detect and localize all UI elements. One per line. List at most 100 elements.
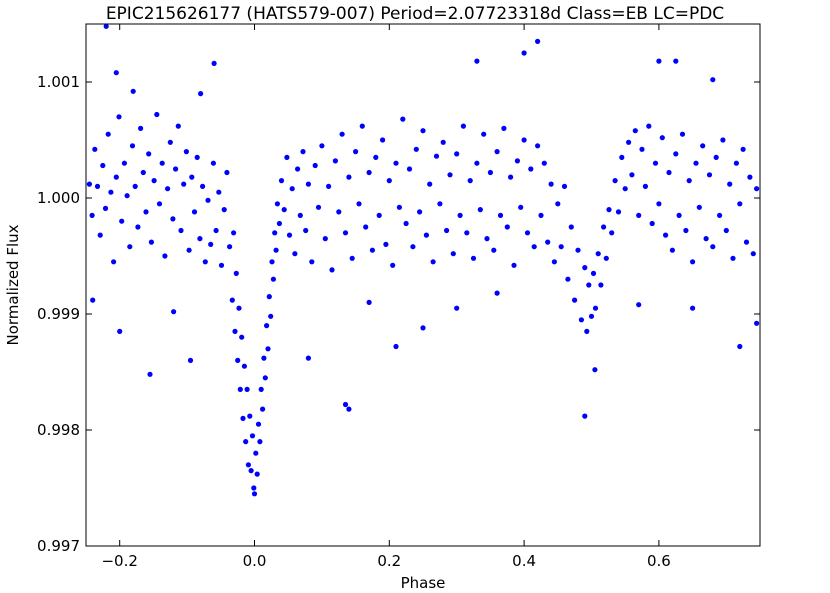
data-point bbox=[183, 149, 189, 155]
data-point bbox=[390, 262, 396, 268]
data-point bbox=[121, 160, 127, 166]
data-point bbox=[590, 270, 597, 276]
data-point bbox=[227, 244, 233, 250]
data-point bbox=[236, 305, 242, 311]
data-point bbox=[383, 241, 389, 247]
data-point bbox=[233, 270, 239, 276]
data-point bbox=[254, 471, 260, 477]
data-point bbox=[481, 131, 487, 137]
data-point bbox=[111, 259, 117, 265]
data-point bbox=[346, 406, 352, 412]
data-point bbox=[309, 259, 315, 265]
data-point bbox=[303, 227, 309, 234]
data-point bbox=[251, 485, 257, 491]
data-point bbox=[171, 309, 177, 315]
y-axis-ticks: 0.997 0.998 0.999 1.000 1.001 bbox=[37, 73, 760, 555]
data-point bbox=[592, 367, 598, 373]
data-point bbox=[743, 239, 750, 245]
data-point bbox=[413, 146, 419, 152]
data-point bbox=[239, 334, 245, 340]
data-point bbox=[511, 262, 517, 268]
data-point bbox=[504, 224, 510, 230]
data-point bbox=[447, 172, 453, 178]
data-point bbox=[673, 58, 679, 64]
data-point bbox=[595, 251, 601, 257]
x-tick-label: 0.4 bbox=[512, 552, 536, 570]
data-point bbox=[366, 169, 372, 176]
data-point bbox=[265, 346, 271, 352]
data-point bbox=[102, 205, 109, 211]
data-point bbox=[300, 149, 306, 155]
data-point bbox=[245, 462, 251, 468]
data-point bbox=[284, 154, 290, 160]
data-point bbox=[568, 224, 574, 230]
data-point bbox=[578, 317, 585, 323]
data-point bbox=[524, 230, 531, 236]
data-point bbox=[396, 204, 402, 210]
data-point bbox=[586, 282, 592, 288]
data-point bbox=[305, 355, 311, 361]
data-point bbox=[243, 439, 249, 445]
data-point bbox=[588, 313, 595, 319]
data-point bbox=[269, 259, 275, 265]
data-point bbox=[366, 299, 372, 305]
data-point bbox=[260, 406, 266, 412]
data-point bbox=[474, 58, 480, 64]
data-point bbox=[592, 305, 599, 311]
data-point bbox=[205, 197, 211, 203]
data-point bbox=[457, 212, 463, 218]
data-point bbox=[420, 128, 426, 134]
data-point bbox=[143, 209, 149, 215]
data-point bbox=[218, 262, 225, 268]
data-point bbox=[561, 183, 568, 189]
data-point bbox=[535, 38, 541, 45]
data-point bbox=[474, 160, 480, 166]
data-point bbox=[249, 433, 256, 439]
data-point bbox=[454, 151, 460, 157]
data-point bbox=[615, 209, 622, 215]
data-point bbox=[444, 227, 450, 234]
data-point bbox=[154, 111, 160, 118]
data-point bbox=[652, 160, 659, 166]
data-point bbox=[582, 413, 588, 419]
data-point bbox=[601, 224, 607, 230]
data-point bbox=[346, 174, 352, 180]
data-point bbox=[210, 160, 216, 166]
data-point bbox=[342, 230, 349, 236]
data-point bbox=[430, 259, 436, 265]
data-point bbox=[286, 232, 293, 238]
plot-frame bbox=[85, 23, 761, 547]
data-point bbox=[683, 227, 689, 234]
data-point bbox=[696, 204, 702, 210]
data-point bbox=[248, 468, 254, 474]
data-point bbox=[278, 178, 285, 184]
data-point bbox=[400, 116, 406, 122]
data-point bbox=[501, 125, 507, 131]
data-point bbox=[393, 343, 399, 350]
data-point bbox=[100, 162, 106, 169]
data-point bbox=[258, 386, 264, 392]
data-point bbox=[319, 143, 325, 149]
data-point bbox=[606, 207, 612, 213]
data-point bbox=[353, 149, 359, 155]
data-point bbox=[386, 178, 392, 184]
data-point bbox=[103, 23, 109, 29]
data-point bbox=[491, 247, 497, 253]
data-point bbox=[535, 143, 541, 149]
data-point bbox=[253, 450, 259, 456]
data-point bbox=[380, 137, 386, 143]
data-point bbox=[295, 166, 301, 172]
data-point bbox=[619, 154, 625, 160]
data-point bbox=[454, 305, 460, 311]
data-point bbox=[170, 216, 176, 222]
data-point bbox=[194, 154, 200, 160]
data-point bbox=[373, 154, 379, 160]
data-point bbox=[730, 255, 736, 261]
data-point bbox=[497, 212, 504, 218]
data-point bbox=[369, 247, 375, 253]
data-point bbox=[740, 146, 746, 152]
data-point bbox=[423, 232, 429, 238]
data-point bbox=[186, 247, 192, 253]
data-point bbox=[86, 181, 92, 187]
data-point bbox=[151, 178, 157, 184]
